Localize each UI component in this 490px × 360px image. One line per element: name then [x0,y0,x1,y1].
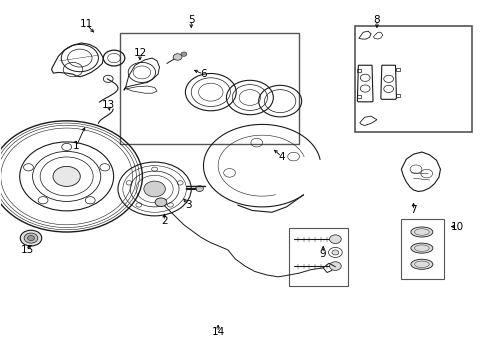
Text: 9: 9 [320,248,326,258]
Circle shape [24,233,38,243]
Text: 6: 6 [200,69,207,79]
Text: 12: 12 [133,48,147,58]
Circle shape [20,230,42,246]
Ellipse shape [411,227,433,237]
Circle shape [181,52,187,56]
Text: 15: 15 [21,245,34,255]
Text: 3: 3 [186,200,192,210]
Text: 2: 2 [161,216,168,226]
Circle shape [330,235,341,243]
Circle shape [144,181,165,197]
Bar [401,220,444,279]
Text: 4: 4 [278,152,285,162]
Text: 1: 1 [73,141,80,151]
Bar [289,228,347,286]
Circle shape [196,186,203,192]
Text: 7: 7 [410,206,417,216]
Circle shape [27,235,34,240]
Bar [121,33,299,144]
Circle shape [173,54,182,60]
Text: 11: 11 [79,19,93,29]
Bar [355,26,472,132]
Ellipse shape [411,243,433,253]
Text: 8: 8 [373,15,380,26]
Ellipse shape [411,259,433,269]
Circle shape [155,198,167,207]
Circle shape [332,250,339,255]
Text: 13: 13 [101,100,115,110]
Text: 5: 5 [188,15,195,26]
Text: 14: 14 [212,327,225,337]
Circle shape [330,262,341,270]
Text: 10: 10 [451,222,464,231]
Circle shape [53,166,80,186]
